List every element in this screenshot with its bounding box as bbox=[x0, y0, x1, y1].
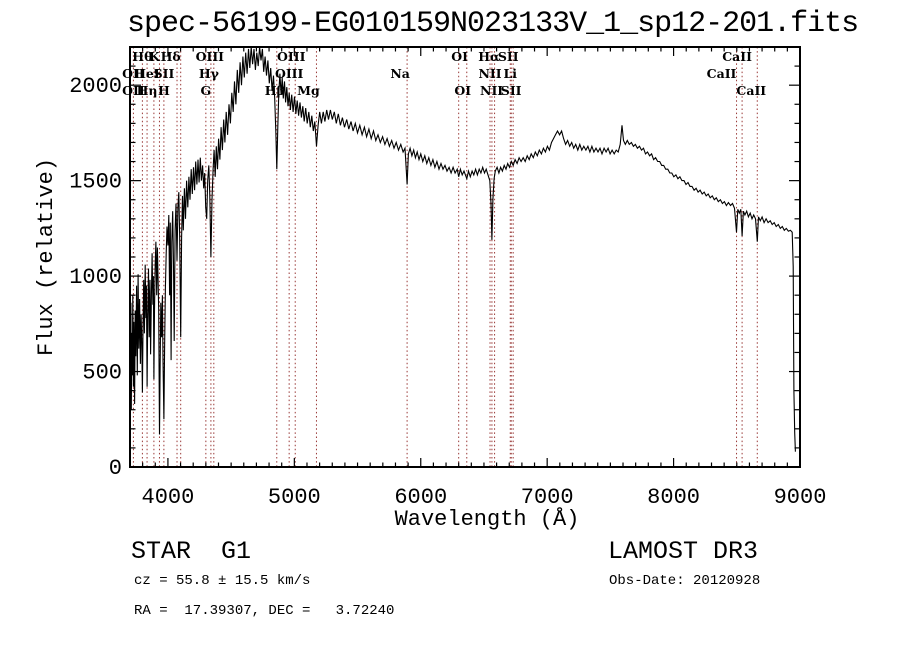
line-label-OIII: OIII bbox=[275, 66, 304, 81]
y-axis-title: Flux (relative) bbox=[34, 158, 59, 356]
line-label-SII: SII bbox=[501, 83, 522, 98]
x-tick-label: 4000 bbox=[142, 485, 195, 510]
y-tick-label: 500 bbox=[82, 361, 122, 386]
line-label-K: K bbox=[149, 49, 161, 64]
object-class-label: STAR G1 bbox=[131, 537, 252, 566]
spectrum bbox=[129, 46, 796, 458]
x-tick-label: 6000 bbox=[394, 485, 447, 510]
line-label-NII: NII bbox=[480, 83, 503, 98]
line-label-G: G bbox=[201, 83, 212, 98]
line-label-OIII: OIII bbox=[277, 49, 306, 64]
x-tick-label: 5000 bbox=[268, 485, 321, 510]
line-label-OII: OII bbox=[122, 83, 145, 98]
y-tick-label: 1000 bbox=[69, 265, 122, 290]
line-label-Li: Li bbox=[503, 66, 517, 81]
x-axis-title: Wavelength (Å) bbox=[395, 506, 580, 532]
line-label-CaII: CaII bbox=[722, 49, 752, 64]
x-tick-label: 7000 bbox=[521, 485, 574, 510]
line-label-OIII: OIII bbox=[196, 49, 225, 64]
line-label-SII: SII bbox=[154, 66, 175, 81]
obs-date-label: Obs-Date: 20120928 bbox=[609, 573, 761, 589]
line-label-OII: OII bbox=[122, 66, 145, 81]
y-tick-labels: 0 500 1000 1500 2000 bbox=[69, 74, 122, 481]
y-tick-label: 2000 bbox=[69, 74, 122, 99]
line-label-CaII: CaII bbox=[707, 66, 737, 81]
line-label-HeI: HeI bbox=[134, 66, 160, 81]
line-label-Hα: Hα bbox=[478, 49, 500, 64]
line-label-Hγ: Hγ bbox=[199, 66, 220, 81]
spectral-line-markers bbox=[132, 47, 758, 467]
line-label-Na: Na bbox=[390, 66, 410, 81]
axis-titles: Wavelength (Å) Flux (relative) bbox=[34, 158, 579, 532]
y-tick-label: 1500 bbox=[69, 170, 122, 195]
x-tick-label: 8000 bbox=[647, 485, 700, 510]
radial-velocity-label: cz = 55.8 ± 15.5 km/s bbox=[134, 573, 311, 589]
line-label-H: H bbox=[158, 83, 170, 98]
line-label-NII: NII bbox=[478, 66, 501, 81]
line-label-OI: OI bbox=[451, 49, 468, 64]
plot-title: spec-56199-EG010159N023133V_1_sp12-201.f… bbox=[127, 7, 859, 41]
ra-dec-label: RA = 17.39307, DEC = 3.72240 bbox=[134, 603, 395, 619]
line-label-Mg: Mg bbox=[297, 83, 320, 98]
axis-ticks bbox=[130, 47, 801, 468]
x-tick-label: 9000 bbox=[774, 485, 827, 510]
line-label-CaII: CaII bbox=[736, 83, 766, 98]
line-label-Hη: Hη bbox=[137, 83, 158, 98]
line-label-Hθ: Hθ bbox=[132, 49, 152, 64]
line-label-OI: OI bbox=[454, 83, 471, 98]
spectrum-trace bbox=[129, 46, 796, 458]
x-tick-labels: 4000 5000 6000 7000 8000 9000 bbox=[142, 485, 827, 510]
survey-release-label: LAMOST DR3 bbox=[608, 537, 759, 566]
line-label-Hδ: Hδ bbox=[161, 49, 181, 64]
y-tick-label: 0 bbox=[109, 456, 122, 481]
line-label-SII: SII bbox=[498, 49, 519, 64]
